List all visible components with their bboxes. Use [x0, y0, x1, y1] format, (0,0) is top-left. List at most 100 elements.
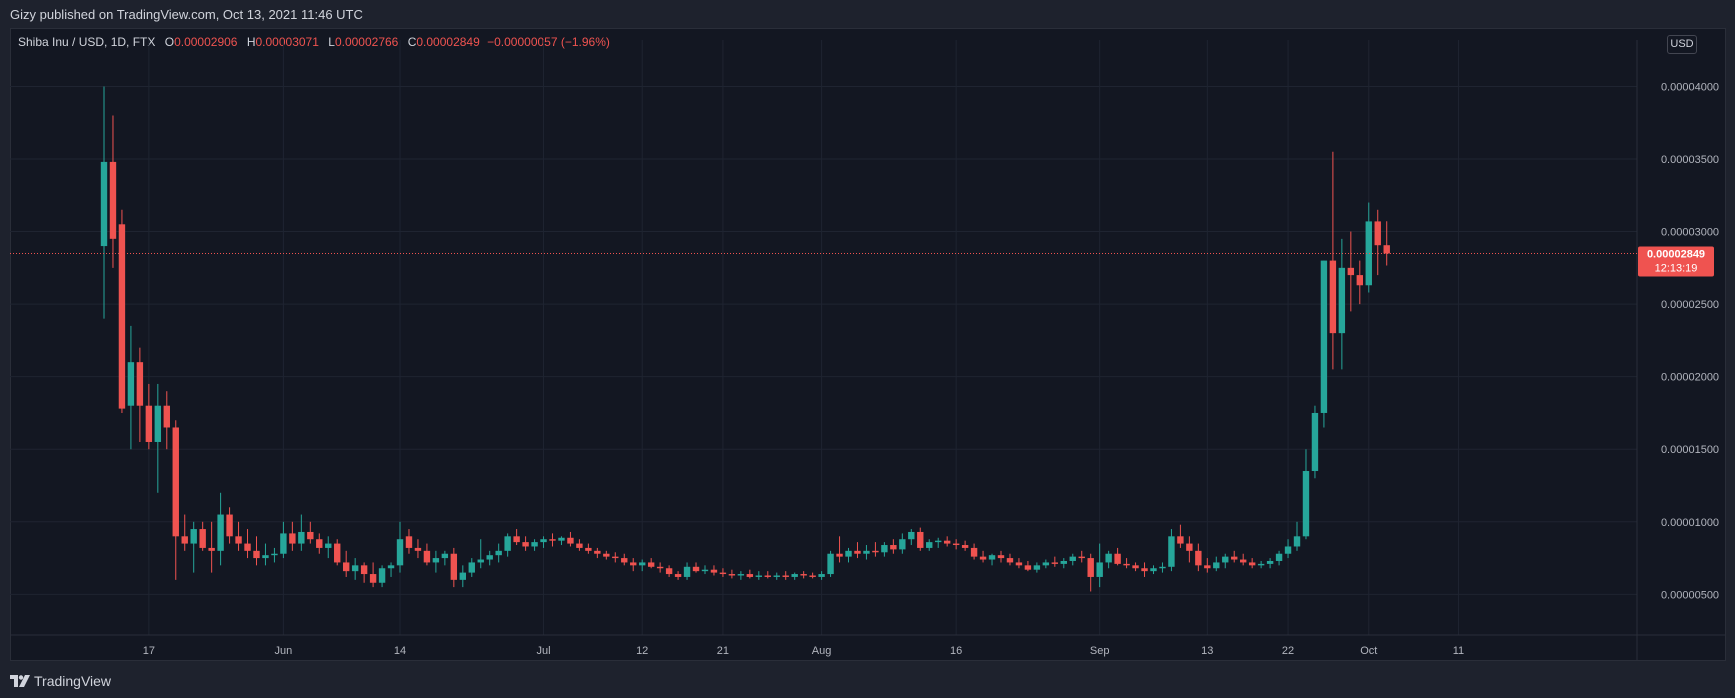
- candle: [396, 521, 404, 573]
- candle-body: [558, 537, 565, 541]
- candle: [1060, 558, 1067, 569]
- candle: [289, 521, 296, 551]
- candle-body: [334, 543, 341, 563]
- candle: [970, 543, 978, 560]
- candle: [136, 347, 144, 442]
- candle-body: [1231, 556, 1238, 560]
- candle: [253, 536, 260, 566]
- time-tick-label: 16: [950, 645, 962, 657]
- candle-body: [997, 555, 1005, 559]
- candle: [378, 565, 386, 588]
- candle: [495, 543, 502, 563]
- candle-body: [405, 536, 413, 548]
- candle-body: [899, 539, 906, 550]
- candle-body: [1195, 550, 1202, 566]
- candle-body: [1257, 563, 1265, 566]
- candle: [1168, 529, 1175, 572]
- candle: [1338, 238, 1346, 370]
- candle: [369, 562, 377, 588]
- candle: [621, 553, 628, 566]
- candle: [1114, 547, 1121, 566]
- low-value: 0.00002766: [334, 35, 399, 49]
- candle-body: [1024, 565, 1032, 570]
- candle-body: [594, 550, 601, 554]
- candle: [755, 571, 763, 580]
- candle-body: [1320, 260, 1328, 413]
- time-tick-label: Aug: [812, 645, 832, 657]
- price-tick-label: 0.00003500: [1661, 154, 1719, 166]
- price-tick-label: 0.00003000: [1661, 227, 1719, 239]
- candle: [585, 543, 592, 554]
- candle-body: [692, 566, 700, 572]
- candle-body: [1177, 536, 1184, 544]
- candle: [791, 572, 798, 580]
- candle: [1266, 558, 1274, 569]
- candle: [1365, 202, 1372, 293]
- candle-body: [253, 550, 260, 559]
- candle: [917, 527, 924, 551]
- candle-body: [1132, 565, 1139, 569]
- time-tick-label: Jun: [275, 645, 293, 657]
- candle-body: [342, 562, 350, 572]
- candle: [432, 550, 440, 573]
- candle: [522, 536, 529, 551]
- candle-body: [630, 562, 637, 566]
- candle-body: [872, 550, 879, 553]
- candle-body: [1006, 558, 1014, 563]
- candle-body: [961, 545, 969, 548]
- candle: [513, 529, 520, 546]
- candle-body: [495, 550, 502, 556]
- time-tick-label: 12: [636, 645, 648, 657]
- candle-body: [1356, 275, 1363, 286]
- last-price-value: 0.00002849: [1647, 248, 1705, 260]
- candle-body: [226, 514, 233, 537]
- candle-body: [988, 555, 996, 560]
- candle: [1141, 562, 1148, 577]
- candle-body: [845, 550, 852, 557]
- open-label: O: [164, 35, 175, 49]
- time-tick-label: 13: [1201, 645, 1213, 657]
- candle: [1275, 550, 1283, 566]
- candle: [540, 536, 547, 548]
- candle-body: [674, 574, 682, 577]
- candle: [854, 542, 861, 559]
- candle-body: [1347, 267, 1355, 276]
- currency-button[interactable]: USD: [1667, 35, 1697, 54]
- candle: [558, 536, 565, 546]
- footer-bar: [0, 661, 1735, 698]
- candle: [612, 552, 619, 563]
- tradingview-brand[interactable]: TradingView: [10, 673, 111, 689]
- high-value: 0.00003071: [255, 35, 319, 49]
- candle: [531, 539, 538, 551]
- candle: [961, 540, 969, 551]
- candle-body: [1284, 546, 1292, 554]
- candle-body: [1015, 562, 1023, 566]
- time-tick-label: Jul: [536, 645, 550, 657]
- symbol-name[interactable]: Shiba Inu / USD, 1D, FTX: [18, 35, 156, 49]
- candle: [639, 559, 646, 572]
- candle: [325, 536, 332, 559]
- candle: [208, 521, 215, 573]
- candle-body: [1329, 260, 1337, 334]
- candle-body: [235, 536, 242, 544]
- candle: [226, 507, 233, 544]
- candle-body: [827, 553, 834, 575]
- candle: [926, 539, 933, 551]
- candle-body: [1069, 556, 1076, 561]
- tradingview-logo-icon: [10, 675, 30, 687]
- candle-body: [1087, 558, 1094, 577]
- candle: [1383, 221, 1390, 266]
- candle: [827, 550, 834, 577]
- candle-body: [1374, 221, 1381, 246]
- candle: [647, 558, 655, 569]
- candle-body: [1302, 471, 1310, 537]
- brand-name: TradingView: [34, 673, 112, 689]
- candlestick-chart[interactable]: 0.00000500 0.00001000 0.00001500 0.00002000…: [0, 0, 1735, 661]
- candle: [1213, 556, 1220, 572]
- candle-body: [1383, 245, 1390, 254]
- candle-body: [172, 427, 179, 537]
- candle: [298, 514, 305, 551]
- chart-frame[interactable]: [10, 28, 1726, 661]
- candle-body: [773, 575, 780, 577]
- time-axis: 17 Jun 14 Jul 12 21 Aug 16 Sep 13 22 Oct 11: [143, 645, 1464, 657]
